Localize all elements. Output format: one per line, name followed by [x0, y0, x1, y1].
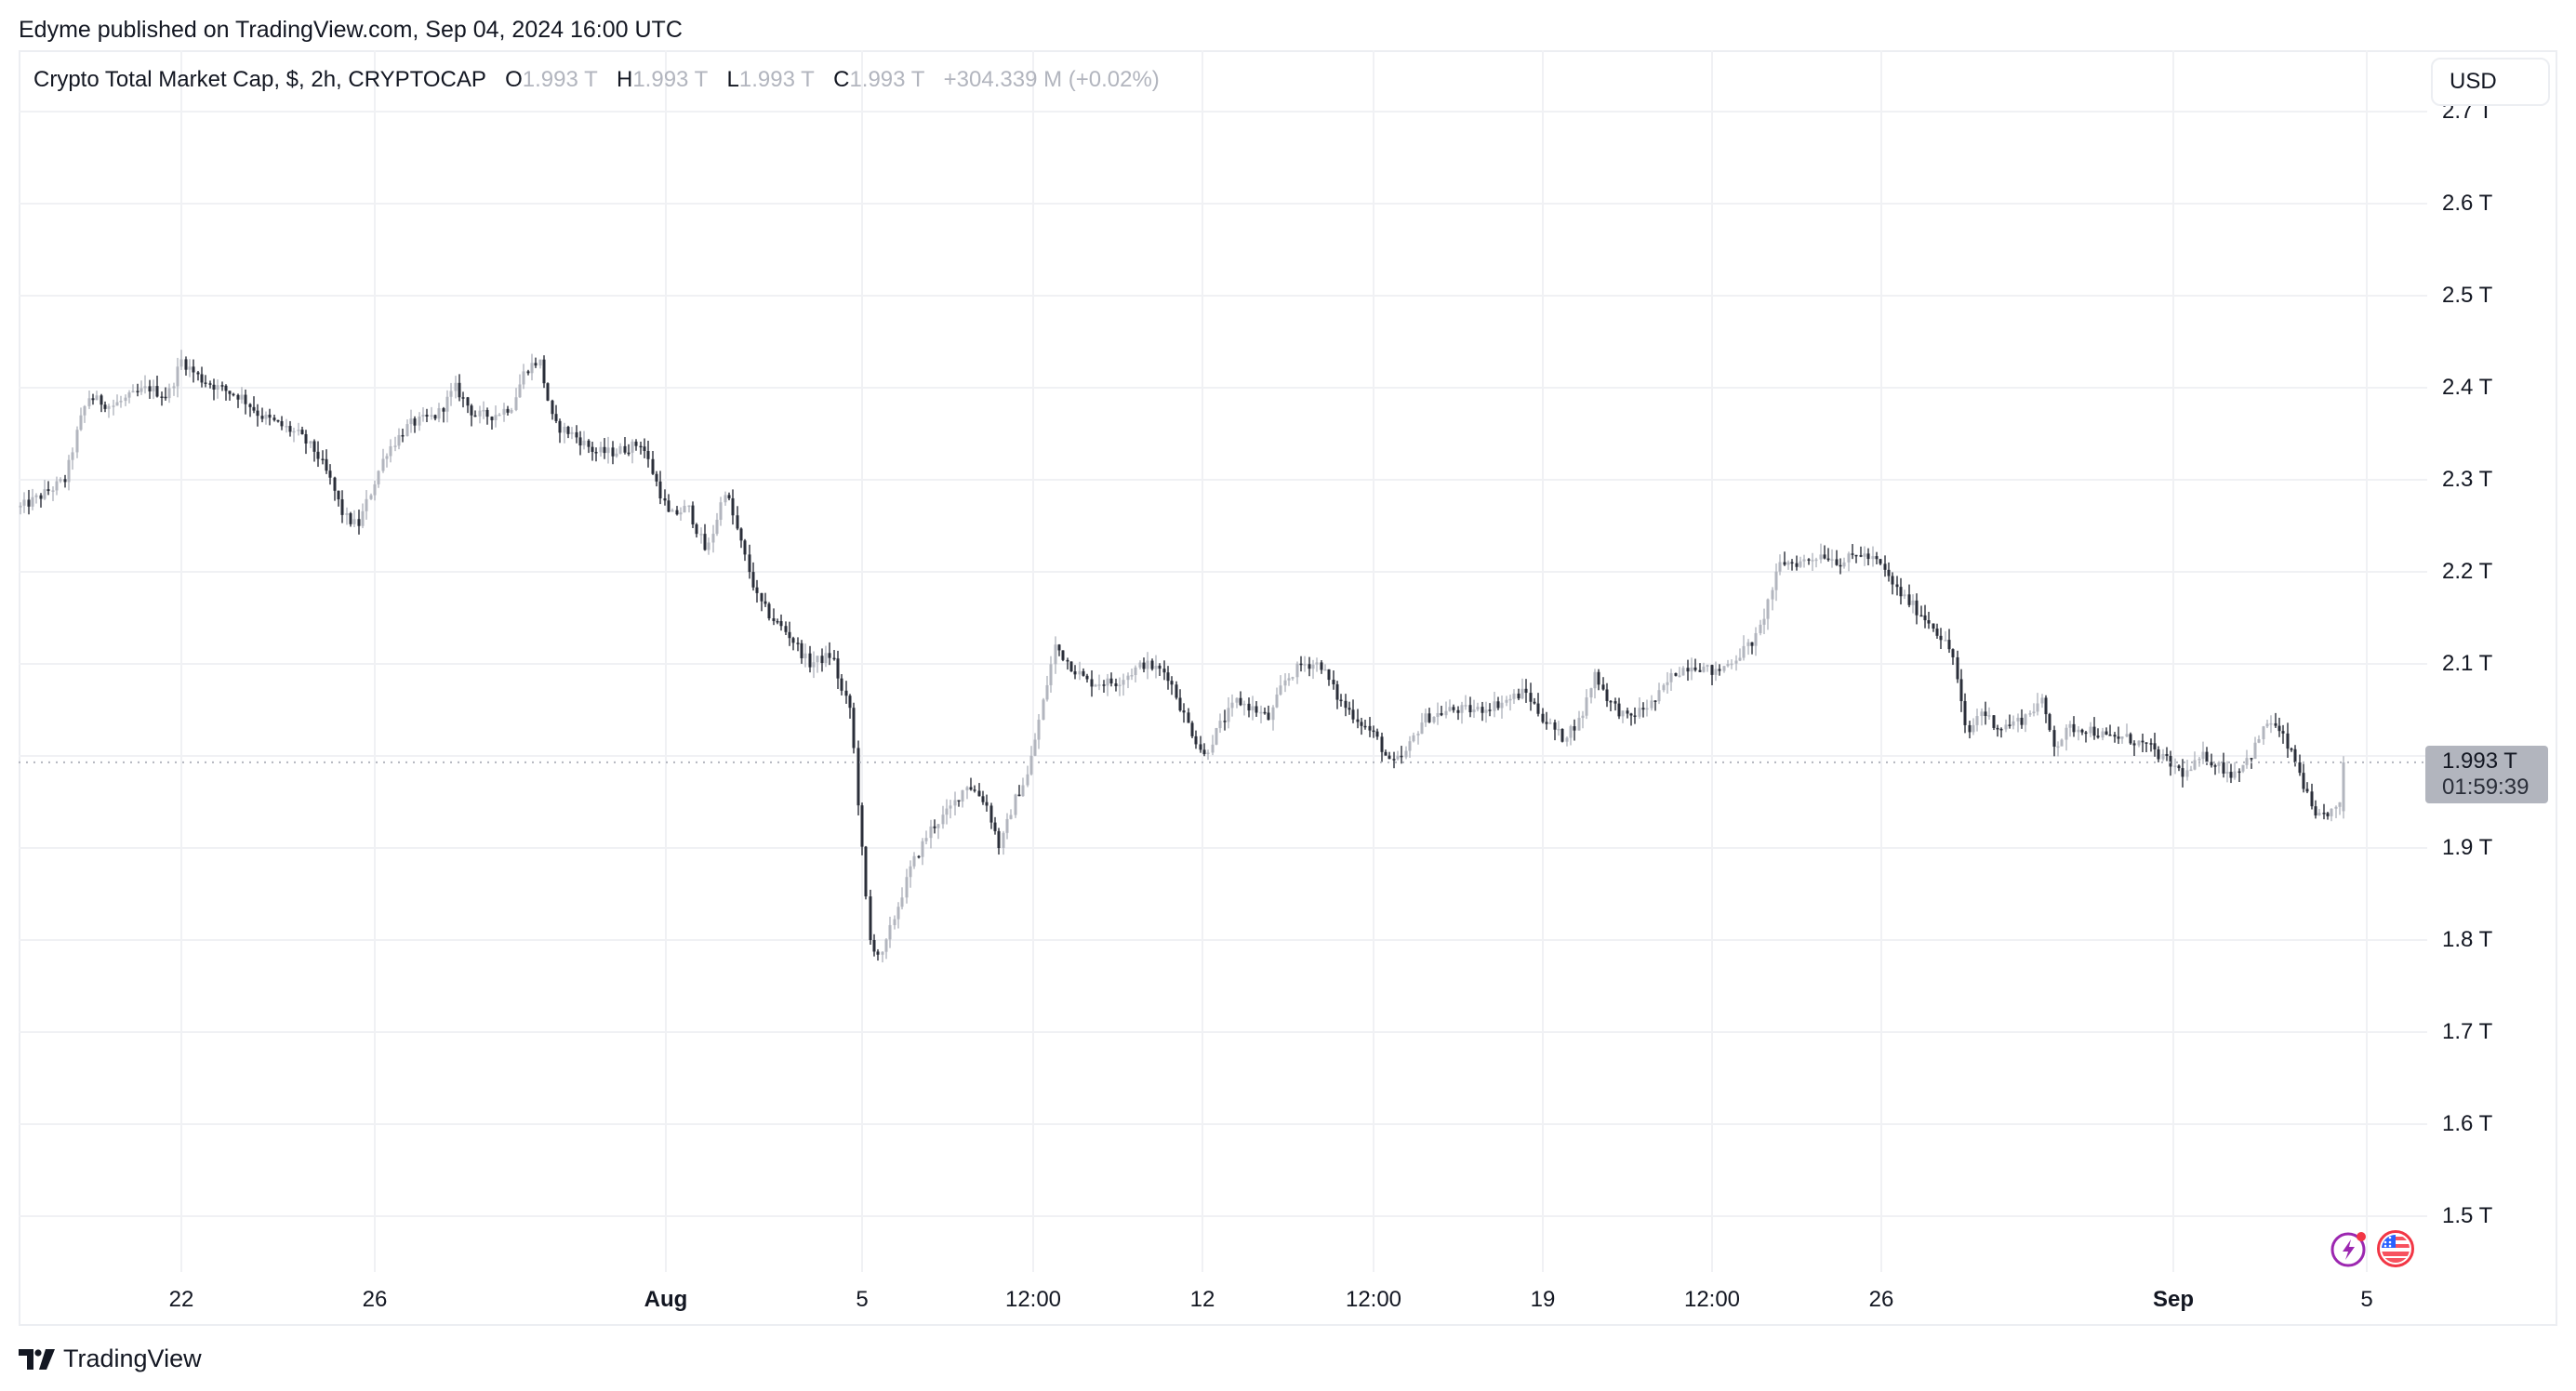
publisher-line: Edyme published on TradingView.com, Sep … — [19, 17, 683, 43]
price-axis-label: 1.7 T — [2442, 1019, 2493, 1044]
bar-countdown: 01:59:39 — [2442, 774, 2530, 800]
price-axis-label: 2.3 T — [2442, 467, 2493, 492]
price-axis-label: 2.5 T — [2442, 283, 2493, 308]
high-label: H — [616, 67, 633, 92]
time-axis-label: 5 — [856, 1287, 869, 1312]
price-axis-label: 1.9 T — [2442, 835, 2493, 860]
tradingview-brand: TradingView — [63, 1345, 202, 1372]
current-price-tag: 1.993 T 01:59:39 — [2425, 745, 2548, 803]
price-axis-label: 2.6 T — [2442, 191, 2493, 216]
chart-overlay-icons — [2330, 1229, 2415, 1268]
time-axis-label: 12:00 — [1683, 1287, 1741, 1312]
change-value: +304.339 M (+0.02%) — [943, 67, 1160, 92]
open-value: 1.993 T — [522, 67, 598, 92]
price-axis-label: 1.8 T — [2442, 927, 2493, 952]
symbol-title: Crypto Total Market Cap, $, 2h, CRYPTOCA… — [33, 67, 486, 92]
price-axis-label: 1.5 T — [2442, 1203, 2493, 1228]
current-price-value: 1.993 T — [2442, 748, 2517, 774]
time-axis[interactable]: 22 26 Aug 5 12:00 12 12:00 19 12:00 26 Sep 5 — [19, 1272, 2427, 1326]
time-axis-label: Aug — [644, 1287, 688, 1312]
price-axis[interactable]: 2.7 T2.6 T2.5 T2.4 T2.3 T2.2 T2.1 T2.0 T… — [2427, 50, 2557, 1272]
time-axis-label: Sep — [2152, 1287, 2195, 1312]
time-axis-label: 26 — [1868, 1287, 1894, 1312]
time-axis-label: 26 — [362, 1287, 388, 1312]
time-axis-label: 12:00 — [1345, 1287, 1402, 1312]
candles — [19, 350, 2345, 962]
price-axis-label: 2.1 T — [2442, 651, 2493, 676]
price-axis-label: 2.4 T — [2442, 375, 2493, 400]
open-label: O — [505, 67, 523, 92]
price-axis-label: 2.2 T — [2442, 559, 2493, 584]
chart-pane[interactable] — [19, 50, 2427, 1272]
tradingview-logo-icon — [19, 1348, 55, 1370]
chart-frame — [19, 50, 2557, 1326]
candlestick-chart[interactable] — [19, 50, 2427, 1272]
time-axis-label: 22 — [168, 1287, 194, 1312]
close-label: C — [833, 67, 850, 92]
time-axis-label: 19 — [1530, 1287, 1556, 1312]
low-value: 1.993 T — [738, 67, 815, 92]
symbol-legend[interactable]: Crypto Total Market Cap, $, 2h, CRYPTOCA… — [33, 67, 1160, 93]
time-axis-label: 5 — [2360, 1287, 2373, 1312]
tradingview-logo[interactable]: TradingView — [19, 1345, 202, 1373]
currency-button[interactable]: USD — [2431, 58, 2550, 106]
high-value: 1.993 T — [632, 67, 708, 92]
close-value: 1.993 T — [849, 67, 924, 92]
time-axis-label: 12:00 — [1004, 1287, 1062, 1312]
us-flag-economic-events-icon[interactable] — [2376, 1229, 2415, 1268]
time-axis-label: 12 — [1189, 1287, 1215, 1312]
price-axis-label: 1.6 T — [2442, 1111, 2493, 1136]
events-lightning-icon[interactable] — [2330, 1229, 2369, 1268]
low-label: L — [726, 67, 739, 92]
